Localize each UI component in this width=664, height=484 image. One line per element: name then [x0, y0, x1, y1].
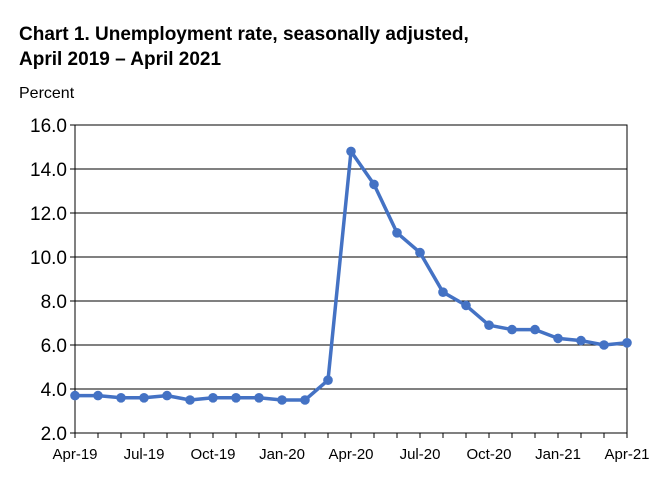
x-tick-label: Jul-19	[124, 446, 165, 463]
x-tick-label: Oct-20	[466, 446, 511, 463]
data-point	[576, 335, 586, 346]
x-tick-label: Jul-20	[400, 446, 441, 463]
data-point	[277, 395, 287, 405]
data-point	[231, 393, 241, 403]
x-axis-ticks: Apr-19 Jul-19 Oct-19 Jan-20 Apr-20 Jul-20 Oct-…	[52, 433, 650, 463]
y-tick-label: 10.0	[30, 248, 67, 269]
data-point	[553, 333, 563, 344]
chart-title-line1: Chart 1. Unemployment rate, seasonally a…	[19, 24, 469, 45]
x-tick-label: Apr-19	[52, 446, 97, 463]
x-tick-label: Jan-21	[535, 446, 581, 463]
y-tick-label: 4.0	[41, 380, 67, 401]
x-tick-label: Apr-21	[604, 446, 649, 463]
y-tick-label: 8.0	[41, 292, 67, 313]
data-point	[300, 395, 310, 405]
x-tick-label: Jan-20	[259, 446, 305, 463]
y-tick-label: 12.0	[30, 204, 67, 225]
y-axis-label: Percent	[19, 85, 75, 102]
data-point	[116, 393, 126, 403]
data-point	[346, 146, 356, 157]
data-point	[323, 375, 333, 386]
y-tick-label: 16.0	[30, 116, 67, 137]
chart-title-line2: April 2019 – April 2021	[19, 49, 222, 70]
data-point	[139, 393, 149, 403]
data-point	[461, 300, 471, 311]
x-tick-label: Apr-20	[328, 446, 373, 463]
data-point	[369, 179, 379, 190]
data-point	[438, 287, 448, 298]
plot-frame	[74, 124, 628, 434]
data-point	[70, 390, 80, 401]
data-point	[484, 320, 494, 331]
data-point	[415, 247, 425, 258]
y-tick-label: 6.0	[41, 336, 67, 357]
data-point	[622, 338, 632, 348]
data-point	[208, 393, 218, 403]
x-tick-label: Oct-19	[190, 446, 235, 463]
data-point	[392, 228, 402, 238]
data-points	[70, 146, 632, 405]
y-axis-ticks: 2.0 4.0 6.0 8.0 10.0 12.0 14.0 16.0	[30, 116, 75, 445]
chart-title: Chart 1. Unemployment rate, seasonally a…	[19, 22, 469, 72]
data-point	[530, 324, 540, 335]
data-point	[185, 395, 195, 405]
data-point	[162, 390, 172, 401]
data-point	[93, 390, 103, 401]
data-point	[599, 340, 609, 350]
y-tick-label: 2.0	[41, 424, 67, 445]
y-tick-label: 14.0	[30, 160, 67, 181]
gridlines	[75, 168, 627, 390]
series-line	[75, 149, 628, 402]
data-point	[507, 324, 517, 335]
data-point	[254, 393, 264, 403]
